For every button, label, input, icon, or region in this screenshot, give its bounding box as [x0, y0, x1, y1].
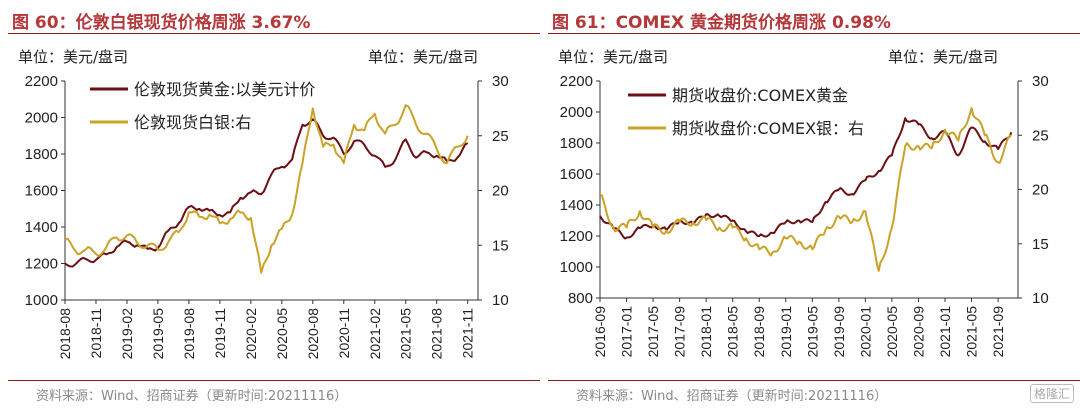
left-tick-label: 800: [568, 290, 593, 307]
x-tick-label: 2021-08: [429, 308, 445, 360]
right-tick-label: 10: [492, 292, 509, 309]
series-line-secondary: [599, 107, 1012, 272]
x-tick-label: 2019-09: [831, 306, 847, 358]
x-tick-label: 2018-01: [698, 306, 714, 358]
left-tick-label: 2200: [25, 73, 58, 90]
x-tick-label: 2020-01: [857, 306, 873, 358]
x-tick-label: 2020-05: [274, 308, 290, 360]
x-tick-label: 2020-05: [884, 306, 900, 358]
left-axis-unit: 单位：美元/盘司: [18, 48, 129, 66]
series-line-secondary: [64, 104, 469, 274]
x-tick-label: 2021-02: [367, 308, 383, 360]
left-tick-label: 1000: [25, 292, 58, 309]
chart-panel-silver: 图 60：伦敦白银现货价格周涨 3.67% 单位：美元/盘司 单位：美元/盘司 …: [8, 0, 540, 409]
left-tick-label: 2000: [560, 104, 593, 121]
x-tick-label: 2019-05: [804, 306, 820, 358]
x-tick-label: 2019-08: [181, 308, 197, 360]
footer-divider: [8, 380, 540, 381]
x-tick-label: 2021-01: [937, 306, 953, 358]
right-tick-label: 25: [492, 128, 509, 145]
left-tick-label: 1400: [25, 219, 58, 236]
left-tick-label: 1400: [560, 197, 593, 214]
x-tick-label: 2021-05: [964, 306, 980, 358]
watermark-logo: 格隆汇: [1029, 384, 1074, 403]
figure-title: 图 60：伦敦白银现货价格周涨 3.67%: [12, 13, 311, 33]
left-tick-label: 1800: [25, 146, 58, 163]
x-tick-label: 2019-11: [212, 308, 228, 359]
x-tick-label: 2019-01: [778, 306, 794, 358]
x-tick-label: 2021-09: [990, 306, 1006, 358]
right-tick-label: 25: [1032, 127, 1049, 144]
line-chart-comex: 800 1000 1200 1400 1600 1800 2000 2200 10 15 20 25 3…: [560, 73, 1049, 358]
x-tick-label: 2017-09: [672, 306, 688, 358]
right-tick-label: 20: [492, 183, 509, 200]
x-tick-label: 2021-11: [460, 308, 476, 359]
x-tick-label: 2019-05: [150, 308, 166, 360]
x-tick-label: 2020-09: [910, 306, 926, 358]
x-tick-label: 2019-02: [119, 308, 135, 360]
title-bar: 图 60：伦敦白银现货价格周涨 3.67%: [8, 5, 540, 34]
x-tick-label: 2021-05: [398, 308, 414, 360]
left-tick-label: 1200: [25, 256, 58, 273]
left-tick-label: 1600: [560, 166, 593, 183]
line-chart-silver: 1000 1200 1400 1600 1800 2000 2200 10 15 20 25 30 20…: [25, 73, 509, 360]
right-tick-label: 20: [1032, 182, 1049, 199]
legend-label: 期货收盘价:COMEX银：右: [672, 119, 864, 138]
x-tick-label: 2016-09: [592, 306, 608, 358]
series-line-primary: [599, 117, 1013, 240]
legend-label: 伦敦现货黄金:以美元计价: [134, 80, 315, 99]
x-tick-label: 2018-08: [57, 308, 73, 360]
x-tick-label: 2020-08: [305, 308, 321, 360]
legend-label: 伦敦现货白银:右: [134, 113, 251, 132]
left-tick-label: 1800: [560, 135, 593, 152]
footer-divider: [548, 380, 1080, 381]
left-tick-label: 1000: [560, 259, 593, 276]
x-tick-label: 2020-02: [243, 308, 259, 360]
x-tick-label: 2020-11: [336, 308, 352, 359]
series-line-primary: [64, 118, 469, 268]
left-tick-label: 1200: [560, 228, 593, 245]
x-tick-label: 2018-05: [725, 306, 741, 358]
title-bar: 图 61：COMEX 黄金期货价格周涨 0.98%: [548, 5, 1080, 34]
right-axis-unit: 单位：美元/盘司: [888, 48, 999, 66]
left-tick-label: 1600: [25, 183, 58, 200]
right-tick-label: 10: [1032, 290, 1049, 307]
x-tick-label: 2018-09: [751, 306, 767, 358]
left-axis-unit: 单位：美元/盘司: [558, 48, 669, 66]
right-tick-label: 30: [492, 73, 509, 90]
figure-title: 图 61：COMEX 黄金期货价格周涨 0.98%: [552, 13, 891, 33]
left-tick-label: 2000: [25, 110, 58, 127]
x-tick-label: 2017-05: [645, 306, 661, 358]
right-tick-label: 30: [1032, 73, 1049, 90]
chart-panel-comex-gold: 图 61：COMEX 黄金期货价格周涨 0.98% 单位：美元/盘司 单位：美元…: [548, 0, 1080, 409]
right-tick-label: 15: [1032, 236, 1049, 253]
left-tick-label: 2200: [560, 73, 593, 90]
right-tick-label: 15: [492, 237, 509, 254]
source-note: 资料来源：Wind、招商证券（更新时间:20211116）: [36, 389, 348, 404]
legend-label: 期货收盘价:COMEX黄金: [672, 86, 848, 105]
x-tick-label: 2017-01: [619, 306, 635, 358]
source-note: 资料来源：Wind、招商证券（更新时间:20211116）: [576, 389, 888, 404]
right-axis-unit: 单位：美元/盘司: [368, 48, 479, 66]
x-tick-label: 2018-11: [88, 308, 104, 359]
